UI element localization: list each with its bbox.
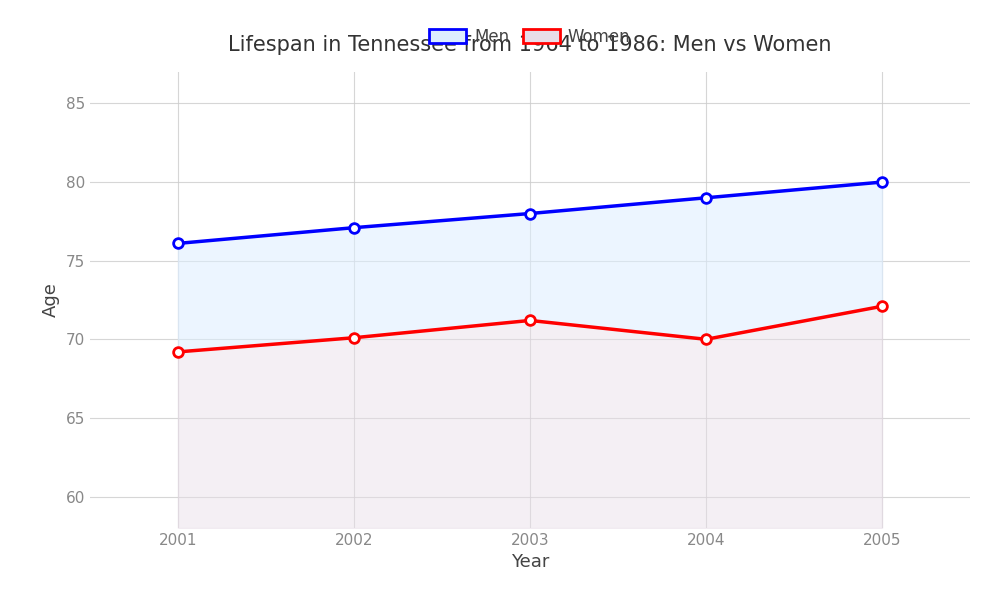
- Title: Lifespan in Tennessee from 1964 to 1986: Men vs Women: Lifespan in Tennessee from 1964 to 1986:…: [228, 35, 832, 55]
- Legend: Men, Women: Men, Women: [423, 21, 637, 52]
- X-axis label: Year: Year: [511, 553, 549, 571]
- Y-axis label: Age: Age: [42, 283, 60, 317]
